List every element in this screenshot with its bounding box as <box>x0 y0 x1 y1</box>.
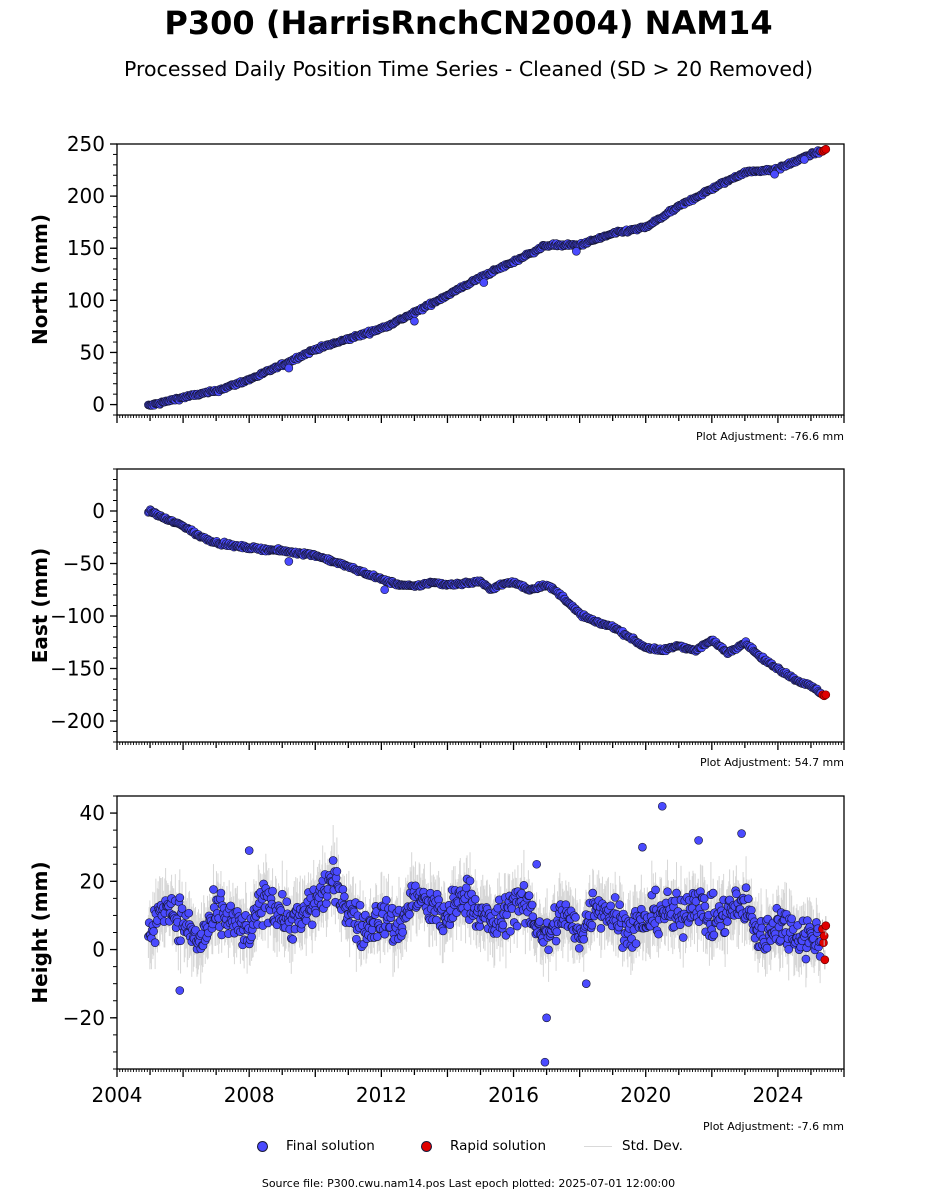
north-ytick-label: 200 <box>67 184 105 208</box>
north-outlier-point <box>479 278 489 287</box>
page-title: P300 (HarrisRnchCN2004) NAM14 <box>164 4 773 42</box>
north-rapid-points <box>818 144 831 156</box>
height-final-point <box>544 945 553 955</box>
height-final-point <box>150 938 160 948</box>
east-final-points <box>144 505 826 698</box>
height-final-point <box>175 893 185 902</box>
height-final-point <box>571 913 580 922</box>
height-final-point <box>588 888 598 898</box>
height-final-point <box>498 920 508 930</box>
height-final-point <box>340 892 349 901</box>
height-final-point <box>579 935 589 944</box>
height-final-point <box>524 891 534 900</box>
north-outlier-point <box>572 247 581 256</box>
east-ytick-label: −150 <box>50 657 105 681</box>
height-final-point <box>438 926 448 936</box>
north-outlier-point <box>800 155 809 164</box>
north-panel: 0 50 100 150 200 250 North (mm) Plot Adjustment… <box>28 132 845 443</box>
height-final-point <box>610 893 620 902</box>
east-rapid-point <box>821 690 831 700</box>
height-final-point <box>535 917 544 926</box>
height-final-point <box>465 876 475 886</box>
height-final-point <box>268 886 277 896</box>
height-final-point <box>307 920 317 930</box>
height-final-point <box>311 908 321 918</box>
height-final-point <box>527 900 537 910</box>
east-ytick-label: −200 <box>50 709 105 733</box>
height-final-point <box>184 908 194 918</box>
height-final-point <box>552 927 562 937</box>
height-final-point <box>596 924 606 933</box>
height-final-point <box>398 927 408 937</box>
height-final-point <box>551 936 561 946</box>
north-ytick-label: 50 <box>80 340 105 364</box>
height-final-point <box>247 932 256 942</box>
height-final-point <box>381 895 391 905</box>
east-outlier-point <box>380 585 389 595</box>
east-frame <box>116 468 845 743</box>
height-final-point <box>176 936 185 946</box>
height-final-point <box>372 932 382 941</box>
north-ytick-label: 150 <box>67 236 105 260</box>
north-ylabel: North (mm) <box>28 214 52 345</box>
height-final-point <box>519 880 529 890</box>
east-ylabel: East (mm) <box>28 548 52 664</box>
height-data-layer <box>144 801 831 1067</box>
height-final-point <box>282 897 292 907</box>
height-final-point <box>322 899 331 908</box>
north-ytick-label: 250 <box>67 132 105 156</box>
height-final-point <box>352 934 361 944</box>
height-final-point <box>277 889 287 899</box>
height-final-point <box>226 901 235 911</box>
height-final-point <box>177 904 187 913</box>
height-final-point <box>288 935 298 944</box>
height-final-point <box>506 926 515 936</box>
east-rapid-points <box>818 690 831 701</box>
height-final-point <box>615 900 624 909</box>
north-plot-adjustment: Plot Adjustment: -76.6 mm <box>696 430 844 443</box>
east-plot-adjustment: Plot Adjustment: 54.7 mm <box>700 756 844 769</box>
east-std-dev-lines <box>147 508 822 695</box>
height-final-point <box>216 888 226 898</box>
east-outlier-point <box>284 557 294 566</box>
height-final-point <box>528 912 538 921</box>
height-final-point <box>411 881 420 891</box>
height-final-point <box>209 885 218 894</box>
north-outlier-point <box>410 316 419 326</box>
height-final-point <box>355 900 365 910</box>
north-final-points <box>144 146 826 410</box>
height-final-point <box>587 920 597 930</box>
east-ytick-label: 0 <box>92 499 105 523</box>
height-final-point <box>606 901 615 911</box>
height-final-point <box>574 943 584 953</box>
north-rapid-point <box>821 144 831 154</box>
height-final-point <box>328 856 338 865</box>
height-final-points <box>144 801 826 1067</box>
east-ytick-label: −50 <box>63 552 105 576</box>
north-ytick-label: 100 <box>67 288 105 312</box>
east-panel: 0 −50 −100 −150 −200 East (mm) Plot Adjustment… <box>28 468 845 769</box>
height-final-point <box>332 867 342 876</box>
east-data-layer <box>144 505 831 701</box>
height-final-point <box>470 894 480 904</box>
page-subtitle: Processed Daily Position Time Series - C… <box>124 57 813 81</box>
north-outlier-point <box>284 363 294 373</box>
height-final-point <box>405 910 414 919</box>
east-ytick-label: −100 <box>50 604 105 628</box>
height-final-point <box>512 921 522 931</box>
north-outlier-point <box>770 169 779 179</box>
height-final-point <box>149 927 158 936</box>
north-ytick-label: 0 <box>92 393 105 417</box>
height-final-point <box>475 922 485 931</box>
height-final-point <box>322 891 332 901</box>
north-data-layer <box>144 144 831 410</box>
height-final-point <box>338 885 348 894</box>
